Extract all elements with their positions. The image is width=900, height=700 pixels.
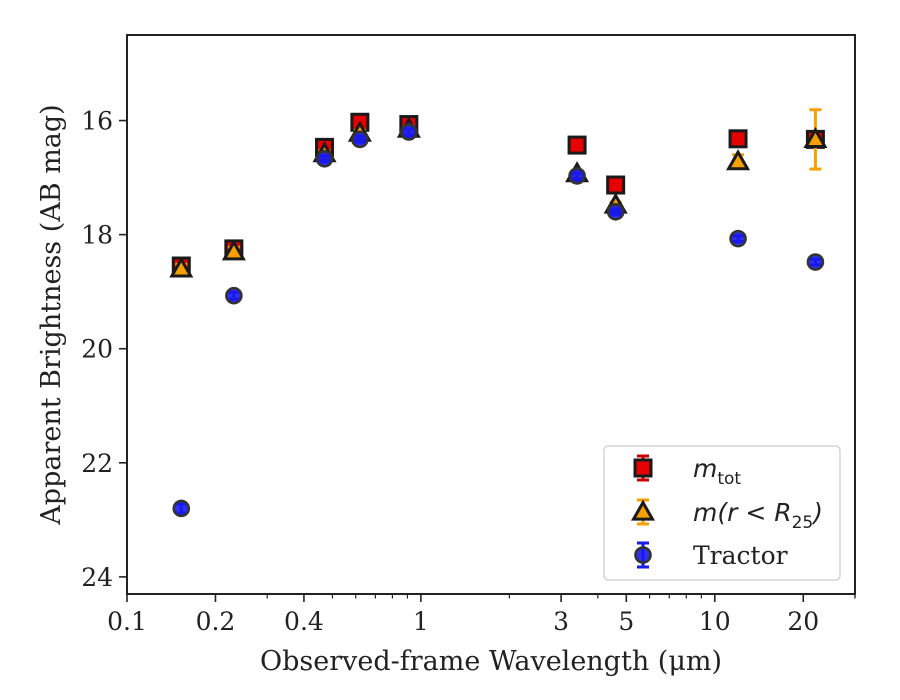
y-tick-label: 24 [81, 563, 113, 592]
y-tick-label: 16 [81, 107, 113, 136]
data-point-triangle [221, 239, 246, 261]
y-tick-label: 18 [81, 221, 113, 250]
legend-label: mtot [693, 454, 741, 489]
plot-layer [169, 108, 828, 518]
series-circle [172, 123, 825, 518]
legend-marker-circle [634, 546, 652, 564]
data-point-circle [315, 149, 334, 168]
data-point-square [567, 135, 587, 155]
x-tick-label: 10 [699, 607, 731, 636]
data-point-circle [606, 203, 625, 221]
data-point-square [728, 129, 748, 149]
legend-label-main: m(r < R [693, 498, 792, 527]
legend-label: m(r < R25) [693, 498, 823, 533]
legend-label: Tractor [693, 541, 788, 570]
data-point-triangle [169, 256, 194, 278]
axes-ticks: 0.1 0.2 0.4 1 3 5 10 20 16 18 20 22 24 [81, 107, 856, 636]
x-tick-label: 5 [618, 607, 634, 636]
data-point-triangle [726, 149, 751, 171]
data-point-circle [400, 123, 418, 141]
x-tick-label: 0.1 [107, 607, 147, 636]
legend-label-sub: tot [717, 469, 741, 489]
legend-label-main: m [693, 454, 717, 483]
data-point-circle [351, 130, 369, 149]
legend: mtot m(r < R25) Tractor [603, 445, 841, 581]
data-point-square [606, 175, 626, 195]
series-square [171, 112, 825, 276]
legend-item: m(r < R25) [630, 498, 823, 533]
x-tick-label: 3 [553, 607, 569, 636]
legend-label-close: ) [811, 498, 823, 527]
data-point-triangle [803, 126, 828, 148]
legend-box [603, 445, 841, 581]
y-axis-label: Apparent Brightness (AB mag) [36, 104, 67, 525]
legend-marker-square [633, 458, 653, 478]
data-point-circle [225, 286, 243, 305]
series-triangle [169, 108, 828, 278]
x-tick-label: 20 [787, 607, 819, 636]
legend-item: Tractor [634, 541, 788, 570]
data-point-circle [568, 167, 586, 185]
x-tick-label: 0.4 [284, 607, 324, 636]
legend-label-sub: 25 [792, 513, 814, 533]
y-tick-label: 20 [81, 335, 113, 364]
legend-marker-triangle [630, 499, 656, 521]
data-point-circle [806, 253, 825, 271]
x-axis-label: Observed-frame Wavelength (μm) [260, 646, 722, 677]
x-tick-label: 1 [413, 607, 429, 636]
y-tick-label: 22 [81, 449, 113, 478]
data-point-circle [729, 229, 747, 248]
legend-item: mtot [633, 454, 741, 489]
data-point-circle [172, 499, 191, 518]
x-tick-label: 0.2 [196, 607, 236, 636]
plot-frame [126, 34, 856, 595]
